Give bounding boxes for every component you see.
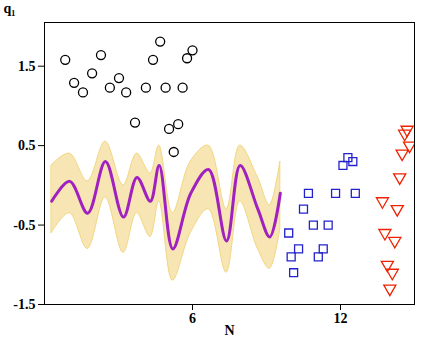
svg-text:-1.5: -1.5 — [13, 297, 35, 312]
svg-text:0.5: 0.5 — [18, 138, 36, 153]
svg-text:12: 12 — [334, 311, 348, 326]
svg-text:N: N — [224, 323, 234, 338]
svg-text:6: 6 — [189, 311, 196, 326]
svg-text:1.5: 1.5 — [18, 59, 36, 74]
svg-text:-0.5: -0.5 — [13, 218, 35, 233]
svg-text:q₁: q₁ — [4, 1, 16, 16]
